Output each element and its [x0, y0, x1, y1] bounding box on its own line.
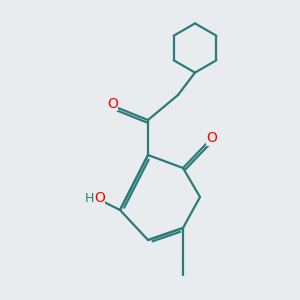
Text: O: O — [107, 98, 118, 111]
Text: H: H — [85, 192, 94, 205]
Text: O: O — [94, 191, 105, 206]
Text: O: O — [206, 131, 217, 146]
